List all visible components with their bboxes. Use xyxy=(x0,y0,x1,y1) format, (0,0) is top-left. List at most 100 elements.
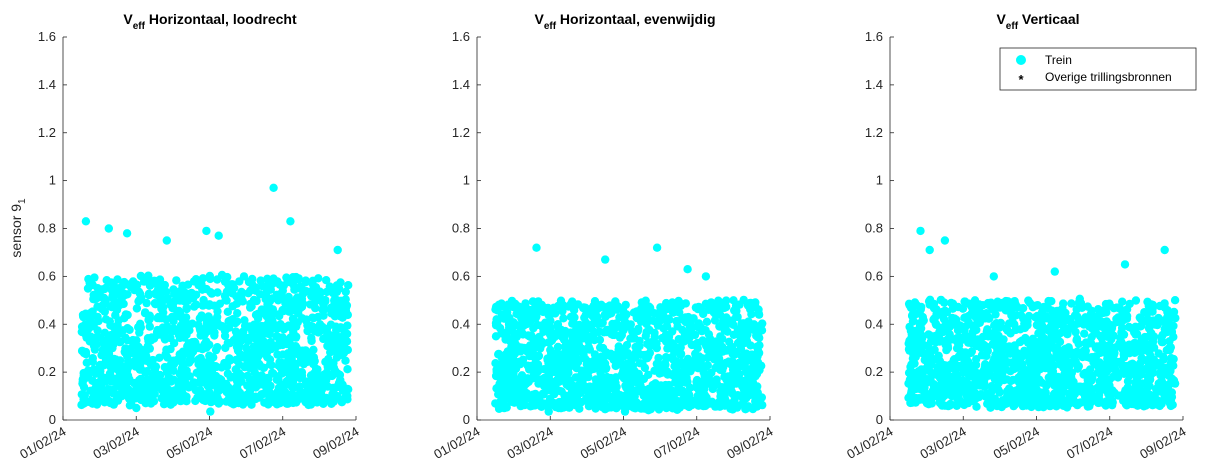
data-point xyxy=(284,354,294,363)
data-point xyxy=(1075,316,1084,325)
data-point xyxy=(83,370,93,379)
data-point xyxy=(207,396,217,405)
data-point xyxy=(502,328,511,337)
data-point xyxy=(751,371,760,381)
data-point xyxy=(907,398,917,407)
data-point xyxy=(509,370,518,380)
data-point xyxy=(1005,394,1015,403)
data-point xyxy=(1131,323,1140,332)
data-point xyxy=(919,393,928,402)
data-point xyxy=(120,373,129,383)
data-point xyxy=(1006,376,1016,386)
data-point xyxy=(1010,343,1019,353)
data-point xyxy=(663,334,672,343)
data-point xyxy=(343,395,352,404)
data-point xyxy=(622,383,631,392)
data-point xyxy=(701,272,711,281)
data-point xyxy=(143,395,152,405)
data-point xyxy=(696,304,706,313)
data-point xyxy=(982,327,991,336)
y-tick-label: 1.4 xyxy=(38,77,56,92)
data-point xyxy=(596,368,605,378)
data-point xyxy=(499,367,508,377)
data-point xyxy=(341,356,350,365)
data-point xyxy=(735,391,745,400)
data-point xyxy=(753,382,762,391)
data-point xyxy=(326,348,335,357)
data-point xyxy=(684,328,693,337)
data-point xyxy=(121,348,130,357)
data-point xyxy=(251,392,261,402)
data-point xyxy=(1029,374,1038,383)
data-point xyxy=(1091,328,1101,337)
data-point xyxy=(739,383,749,392)
data-point xyxy=(113,275,122,284)
data-point xyxy=(290,349,299,358)
data-point xyxy=(588,385,597,394)
data-point xyxy=(1166,401,1176,411)
y-tick-label: 1 xyxy=(876,173,883,188)
data-point xyxy=(526,361,536,371)
data-point xyxy=(1105,375,1114,384)
data-point xyxy=(568,297,577,306)
x-tick-label: 01/02/24 xyxy=(17,424,68,462)
data-point xyxy=(306,386,316,395)
data-point xyxy=(976,315,986,324)
data-point xyxy=(323,362,332,371)
data-point xyxy=(273,350,282,359)
data-point xyxy=(273,277,282,286)
data-point xyxy=(1125,340,1134,349)
data-point xyxy=(680,313,689,323)
data-point xyxy=(231,327,241,336)
data-point xyxy=(211,362,220,371)
data-point xyxy=(221,295,230,304)
data-point xyxy=(685,383,695,392)
y-tick-label: 0 xyxy=(49,412,56,427)
data-point xyxy=(583,396,592,406)
data-point xyxy=(751,401,760,410)
data-point xyxy=(210,301,219,310)
data-point xyxy=(1167,327,1177,337)
data-point xyxy=(544,320,553,330)
data-point xyxy=(175,328,184,338)
data-point xyxy=(714,352,723,362)
data-point xyxy=(98,300,108,309)
data-point xyxy=(559,314,568,323)
data-point xyxy=(343,365,352,374)
data-point xyxy=(1063,324,1072,333)
data-point xyxy=(221,343,230,353)
data-point xyxy=(946,335,955,344)
data-point xyxy=(724,357,733,366)
data-point xyxy=(1101,401,1111,410)
data-point xyxy=(296,303,305,313)
data-point xyxy=(708,345,717,355)
data-point xyxy=(1125,349,1134,358)
data-point xyxy=(505,382,514,391)
data-point xyxy=(554,403,563,412)
data-point xyxy=(972,325,981,335)
data-point xyxy=(264,278,273,287)
data-point xyxy=(722,346,731,355)
data-point xyxy=(676,349,686,358)
data-point xyxy=(1167,374,1177,383)
data-point xyxy=(1059,299,1068,308)
data-point xyxy=(611,297,620,306)
data-point xyxy=(1094,305,1103,314)
data-point xyxy=(987,382,996,391)
data-point xyxy=(925,389,935,399)
data-point xyxy=(527,374,536,383)
data-point xyxy=(649,392,659,401)
data-point xyxy=(925,245,934,255)
panel-horizontaal-evenwijdig: Veff Horizontaal, evenwijdig 0 0.2 0.4 0.6 0… xyxy=(431,11,775,462)
data-point xyxy=(661,385,670,394)
data-point xyxy=(274,375,283,384)
y-tick-label: 1.4 xyxy=(452,77,470,92)
data-point xyxy=(932,355,941,364)
data-point xyxy=(265,297,275,306)
data-point xyxy=(1140,332,1150,342)
data-point xyxy=(534,379,543,388)
data-point xyxy=(266,344,276,354)
data-point xyxy=(1026,381,1035,390)
data-point xyxy=(621,300,630,310)
